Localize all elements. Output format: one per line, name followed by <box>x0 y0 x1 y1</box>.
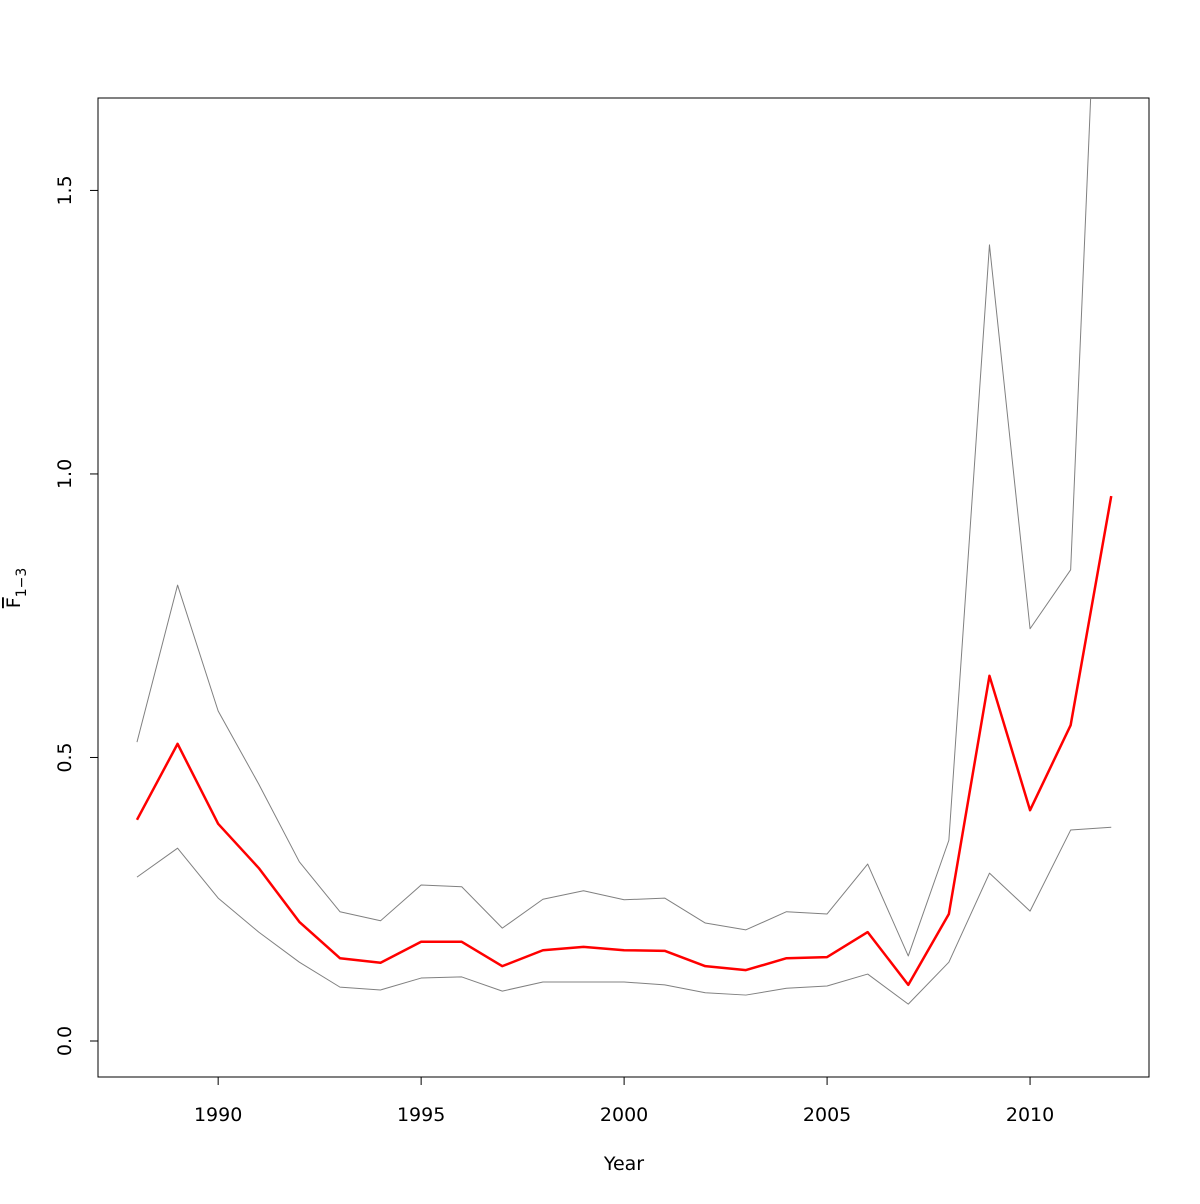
y-axis-label-main: F <box>3 597 25 608</box>
plot-lines <box>135 98 1113 1005</box>
x-tick-label: 2005 <box>803 1104 851 1126</box>
plot-frame <box>97 97 1150 1078</box>
y-tick-label: 0.0 <box>54 1026 76 1056</box>
x-tick-label: 1990 <box>194 1104 242 1126</box>
y-axis-label-sub: 1−3 <box>14 568 30 598</box>
series-line <box>136 826 1112 1005</box>
x-axis-label: Year <box>603 1153 644 1175</box>
y-tick-label: 0.5 <box>54 742 76 772</box>
y-axis-label: F1−3 <box>3 568 30 608</box>
y-tick-label: 1.5 <box>54 175 76 205</box>
x-tick-label: 1995 <box>397 1104 445 1126</box>
series-line <box>135 495 1113 987</box>
x-tick-label: 2000 <box>600 1104 648 1126</box>
y-tick-label: 1.0 <box>54 459 76 489</box>
x-tick-label: 2010 <box>1006 1104 1054 1126</box>
series-line <box>136 98 1092 957</box>
